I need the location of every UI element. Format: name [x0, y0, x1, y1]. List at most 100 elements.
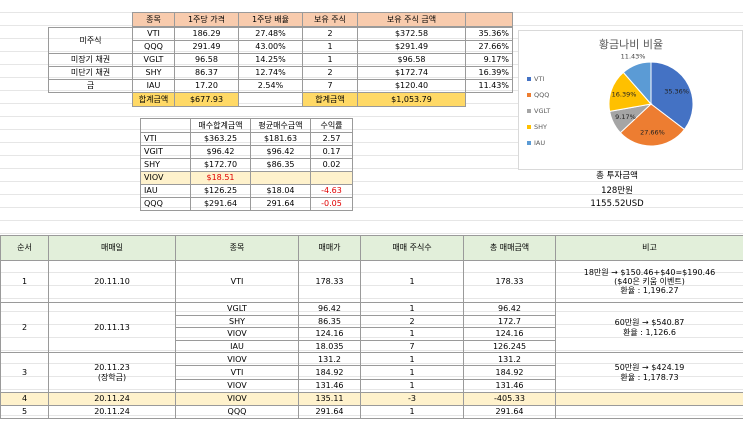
cell-text: 96.42 [498, 304, 521, 314]
cell-text: VGIT [144, 147, 163, 157]
cell: VTI [175, 260, 299, 303]
cell-text: 매수합계금액 [198, 120, 243, 130]
group-label: 미주식 [48, 27, 133, 54]
cell: $18.04 [250, 184, 311, 198]
cell-text: 2.57 [322, 134, 341, 144]
cell: IAU [140, 184, 191, 198]
cell-text: 4 [21, 394, 28, 404]
cell-text: 합계금액 [138, 94, 169, 104]
cell-text: VTI [230, 276, 244, 286]
cell-text: 124.16 [315, 329, 344, 339]
cell: 1 [302, 40, 358, 54]
cell-text: $291.49 [394, 42, 429, 52]
cell: 1 [360, 405, 464, 419]
cell-text: 50만원 → $424.19 [614, 363, 685, 373]
cell-text: 2 [327, 68, 333, 78]
cell-text: 1주당 가격 [187, 14, 226, 24]
total-cell: $1,053.79 [357, 92, 466, 107]
cell-text: QQQ [144, 199, 163, 209]
cell-text: $120.40 [394, 81, 429, 91]
cell: 35.36% [465, 27, 513, 41]
order-cell: 3 [0, 352, 49, 393]
cell-text: 131.46 [315, 381, 344, 391]
cell-text: 2 [21, 322, 28, 332]
chart: 황금나비 비율 35.36% 27.66% 9.17% 16.39% 11.43% VTI… [527, 38, 694, 147]
cell: -4.63 [310, 184, 353, 198]
cell: 126.245 [463, 339, 556, 353]
cell-text: 20.11.23 [94, 363, 130, 373]
header-cell: 수익률 [310, 118, 353, 133]
legend-label: VTI [534, 75, 544, 83]
cell: VGLT [175, 302, 299, 316]
cell: 178.33 [298, 260, 361, 303]
cell-text: QQQ [227, 407, 247, 417]
cell: 2 [302, 27, 358, 41]
cell-text: $363.25 [203, 134, 238, 144]
total-cell: 합계금액 [302, 92, 358, 107]
cell-text: 1 [409, 367, 415, 377]
cell-text: 미장기 채권 [70, 55, 111, 65]
chart-title: 황금나비 비율 [599, 38, 663, 51]
cell-text: ($40은 키움 이벤트) [614, 276, 685, 286]
cell: VIOV [175, 352, 299, 367]
cell-text: 14.25% [255, 55, 286, 65]
cell: 131.46 [463, 378, 556, 393]
cell-text: 172.7 [498, 316, 521, 326]
cell-text: 131.2 [498, 354, 521, 364]
cell-text: 1 [327, 42, 333, 52]
cell-text: 보유 주식 [314, 14, 346, 24]
cell-text: 수익률 [320, 120, 343, 130]
cell: 7 [302, 79, 358, 93]
group-label: 금 [48, 79, 133, 93]
cell-text: $96.58 [397, 55, 426, 65]
cell: 2.57 [310, 132, 353, 146]
header-cell: 종목 [132, 12, 175, 27]
data-label: 35.36% [664, 87, 689, 95]
cell: 7 [360, 339, 464, 353]
header-cell: 보유 주식 [302, 12, 358, 27]
cell-text: 16.39% [478, 68, 509, 78]
cell [310, 171, 353, 185]
order-cell: 2 [0, 302, 49, 353]
legend-label: IAU [534, 139, 545, 147]
pie-slice [622, 61, 652, 106]
order-cell: 5 [0, 405, 49, 419]
cell: $181.63 [250, 132, 311, 146]
cell-text: 18만원 → $150.46+$40=$190.46 [583, 267, 716, 277]
cell-text: VIOV [227, 354, 247, 364]
cell-text: 매매가 [318, 243, 341, 253]
cell-text: 1 [327, 55, 333, 65]
header-cell: 매매일 [48, 235, 176, 261]
cell-text: 124.16 [495, 329, 524, 339]
cell: VTI [132, 27, 175, 41]
cell-text: VIOV [144, 173, 164, 183]
cell-text: 1 [21, 276, 28, 286]
cell-text: 환율 : 1,126.6 [622, 327, 677, 337]
cell: 1 [360, 327, 464, 341]
legend-swatch [527, 93, 531, 97]
cell-text: 291.49 [192, 42, 221, 52]
cell-text: -0.05 [321, 199, 342, 209]
cell-text: 20.11.10 [94, 276, 130, 286]
cell-text: 131.2 [318, 354, 341, 364]
legend-label: QQQ [534, 91, 549, 99]
cell-text: $126.25 [203, 186, 238, 196]
cell-text: $181.63 [263, 134, 298, 144]
cell: -3 [360, 392, 464, 406]
header-cell: 종목 [175, 235, 299, 261]
cell: VIOV [140, 171, 191, 185]
cell-text: 291.64 [266, 199, 295, 209]
cell: SHY [140, 158, 191, 172]
cell: $96.42 [190, 145, 251, 159]
cell-text: 1 [409, 304, 415, 314]
summary-text: 총 투자금액 [596, 171, 638, 181]
cell: IAU [132, 79, 175, 93]
cell-text: QQQ [144, 42, 163, 52]
cell: 291.64 [250, 197, 311, 211]
cell: QQQ [140, 197, 191, 211]
cell: 131.46 [298, 378, 361, 393]
group-label: 미장기 채권 [48, 53, 133, 67]
cell-text: VGLT [227, 304, 247, 314]
cell: $291.49 [357, 40, 466, 54]
cell-text: $96.42 [206, 147, 235, 157]
